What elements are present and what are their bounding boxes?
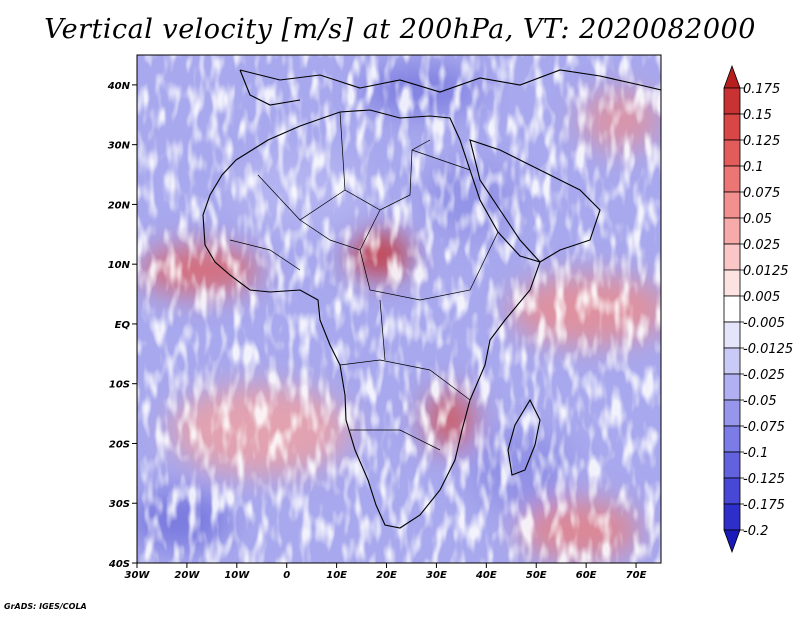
colorbar-box: [723, 477, 741, 505]
colorbar-box: [723, 217, 741, 245]
colorbar-label: 0.075: [743, 186, 780, 201]
x-tick-label: 40E: [475, 570, 497, 581]
colorbar-label: -0.0125: [743, 342, 793, 357]
colorbar-label: -0.025: [743, 368, 785, 383]
coastlines: [202, 69, 661, 529]
colorbar-box: [723, 373, 741, 401]
border-line: [350, 429, 441, 451]
colorbar-label: -0.175: [743, 498, 785, 513]
border-line: [379, 299, 386, 361]
colorbar-label: 0.175: [743, 82, 780, 97]
madagascar-coastline: [507, 398, 541, 476]
y-tick-label: EQ: [115, 320, 131, 331]
colorbar-box: [723, 321, 741, 349]
x-axis: 30W 20W 10W 0 10E 20E 30E 40E 50E 60E 70E: [125, 563, 647, 581]
colorbar: 0.175 0.15 0.125 0.1 0.075 0.05 0.025 0.0125 0.0…: [723, 64, 793, 554]
border-line: [339, 359, 471, 401]
x-tick-label: 50E: [526, 570, 547, 581]
y-axis: 40N 30N 20N 10N EQ 10S 20S 30S 40S: [107, 81, 137, 570]
x-tick-label: 70E: [626, 570, 647, 581]
colorbar-bottom-arrow: [723, 529, 741, 554]
x-tick-label: 20E: [376, 570, 397, 581]
y-tick-label: 10N: [108, 260, 131, 271]
colorbar-label: 0.025: [743, 238, 780, 253]
colorbar-label: -0.075: [743, 420, 785, 435]
europe-coastline: [239, 69, 661, 93]
colorbar-box: [723, 269, 741, 297]
border-line: [359, 231, 499, 301]
colorbar-box: [723, 191, 741, 219]
colorbar-label: -0.005: [743, 316, 785, 331]
border-line: [229, 239, 301, 271]
colorbar-box: [723, 399, 741, 427]
iberia-coastline: [239, 69, 301, 106]
y-tick-label: 10S: [109, 380, 130, 391]
colorbar-box: [723, 87, 741, 115]
x-tick-label: 30E: [426, 570, 447, 581]
colorbar-box: [723, 347, 741, 375]
x-tick-label: 20W: [174, 570, 200, 581]
africa-coastline: [202, 109, 541, 529]
colorbar-label: 0.005: [743, 290, 780, 305]
chart-title: Vertical velocity [m/s] at 200hPa, VT: 2…: [44, 14, 756, 45]
y-tick-label: 40S: [108, 559, 130, 570]
plot-frame: [136, 54, 662, 564]
colorbar-box: [723, 243, 741, 271]
x-tick-label: 10W: [224, 570, 250, 581]
y-tick-label: 30S: [109, 499, 130, 510]
colorbar-box: [723, 113, 741, 141]
colorbar-box: [723, 165, 741, 193]
colorbar-box: [723, 425, 741, 453]
y-tick-label: 20N: [108, 200, 131, 211]
velocity-field: [137, 55, 661, 563]
colorbar-box: [723, 295, 741, 323]
colorbar-label: -0.1: [743, 446, 768, 461]
colorbar-box: [723, 451, 741, 479]
colorbar-label: -0.2: [743, 524, 768, 539]
border-line: [299, 209, 381, 251]
country-borders: [229, 111, 499, 451]
border-line: [411, 149, 471, 171]
colorbar-label: 0.0125: [743, 264, 789, 279]
colorbar-box: [723, 503, 741, 531]
y-tick-label: 40N: [107, 81, 131, 92]
colorbar-top-arrow: [723, 64, 741, 89]
colorbar-label: 0.15: [743, 108, 772, 123]
colorbar-label: -0.125: [743, 472, 785, 487]
y-tick-label: 30N: [108, 141, 131, 152]
x-tick-label: 0: [283, 570, 290, 581]
y-tick-label: 20S: [109, 439, 130, 450]
x-tick-label: 60E: [576, 570, 597, 581]
grads-credit: GrADS: IGES/COLA: [4, 602, 87, 611]
colorbar-label: -0.05: [743, 394, 777, 409]
colorbar-label: 0.05: [743, 212, 772, 227]
colorbar-label: 0.125: [743, 134, 780, 149]
field-streaks: [137, 55, 661, 563]
colorbar-box: [723, 139, 741, 167]
arabian-peninsula-coastline: [469, 139, 601, 263]
x-tick-label: 10E: [326, 570, 347, 581]
x-tick-label: 30W: [125, 570, 151, 581]
colorbar-label: 0.1: [743, 160, 764, 175]
border-line: [339, 111, 431, 211]
